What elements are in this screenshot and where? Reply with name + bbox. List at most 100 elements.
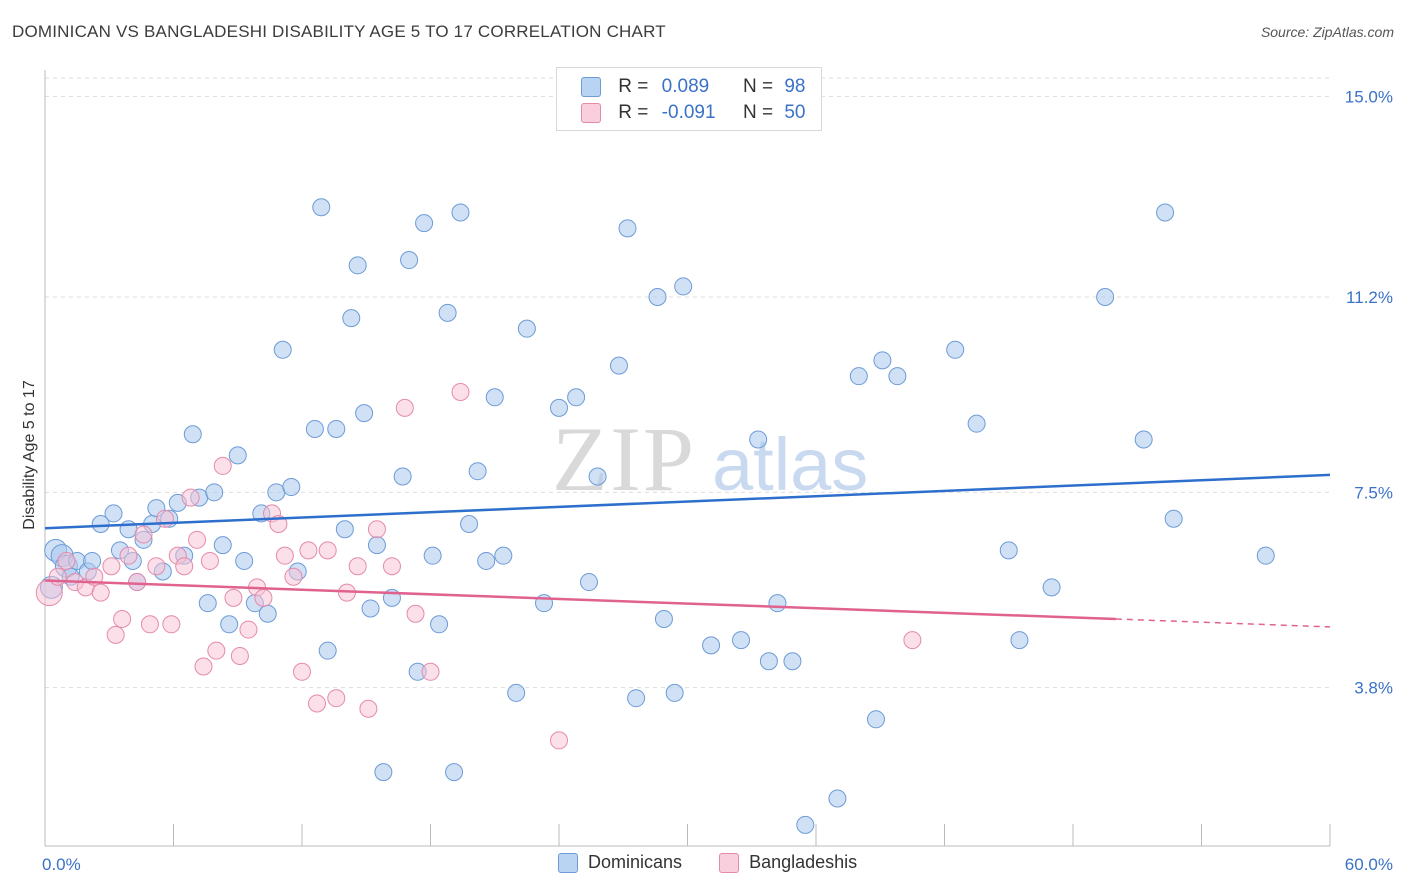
dominican-point-68 bbox=[609, 356, 628, 375]
dominican-point-87 bbox=[999, 541, 1018, 560]
dominican-point-44 bbox=[367, 536, 386, 555]
bangladeshi-point-23 bbox=[207, 641, 226, 660]
bangladeshi-point-48 bbox=[550, 731, 568, 750]
dominican-point-77 bbox=[749, 430, 768, 449]
dominican-point-83 bbox=[873, 351, 892, 370]
bangladeshi-point-16 bbox=[162, 615, 181, 634]
dominican-point-66 bbox=[579, 573, 598, 592]
bangladeshi-point-27 bbox=[239, 620, 258, 639]
bangladeshis-trend-line bbox=[44, 579, 1116, 621]
bangladeshi-point-12 bbox=[134, 525, 153, 544]
y-tick-label-2: 11.2% bbox=[1346, 288, 1393, 307]
tick-labels: 3.8% 7.5% 11.2% 15.0% 0.0% 60.0% bbox=[42, 87, 1393, 874]
bangladeshi-point-22 bbox=[200, 551, 219, 570]
dominicans-swatch bbox=[581, 76, 601, 97]
bangladeshi-point-37 bbox=[318, 541, 337, 560]
dominican-point-60 bbox=[494, 546, 513, 565]
dominican-point-37 bbox=[318, 641, 337, 660]
y-tick-label-1: 7.5% bbox=[1354, 483, 1393, 502]
legend-dominicans-label: Dominicans bbox=[588, 852, 683, 872]
bangladeshis-trend-extension bbox=[1115, 618, 1331, 628]
dominican-point-71 bbox=[648, 287, 667, 306]
dominican-point-24 bbox=[213, 536, 232, 555]
dominican-point-86 bbox=[967, 414, 986, 433]
bangladeshi-point-10 bbox=[119, 546, 138, 565]
dominicans-points bbox=[39, 198, 1275, 834]
dominicans-r-label: R = bbox=[618, 76, 649, 97]
dominican-point-85 bbox=[946, 340, 965, 359]
bangladeshi-point-8 bbox=[106, 625, 125, 644]
dominicans-n-value: 98 bbox=[784, 76, 806, 97]
dominican-point-75 bbox=[702, 636, 721, 655]
watermark-zip: ZIP bbox=[552, 408, 696, 510]
dominican-point-35 bbox=[305, 419, 324, 438]
dominican-point-72 bbox=[654, 610, 673, 629]
dominican-point-89 bbox=[1042, 578, 1061, 597]
bangladeshi-point-11 bbox=[128, 573, 147, 592]
legend-dominicans-swatch bbox=[558, 853, 578, 874]
dominican-point-39 bbox=[335, 520, 354, 539]
bangladeshi-point-38 bbox=[327, 689, 346, 708]
bangladeshi-point-19 bbox=[181, 488, 200, 507]
legend-bangladeshis-label: Bangladeshis bbox=[749, 852, 858, 872]
dominican-point-42 bbox=[355, 404, 374, 423]
bangladeshi-point-34 bbox=[293, 662, 311, 681]
bangladeshi-point-36 bbox=[307, 694, 326, 713]
bangladeshi-point-43 bbox=[382, 557, 401, 576]
dominican-point-48 bbox=[400, 251, 419, 270]
dominican-point-41 bbox=[348, 256, 367, 275]
dominican-point-82 bbox=[866, 710, 885, 729]
dominican-point-74 bbox=[674, 277, 693, 296]
bangladeshi-point-41 bbox=[359, 699, 378, 718]
dominican-point-32 bbox=[273, 340, 292, 359]
dominican-point-31 bbox=[267, 483, 286, 502]
dominican-point-47 bbox=[393, 467, 412, 486]
bangladeshi-point-20 bbox=[188, 530, 207, 549]
dominican-point-81 bbox=[849, 367, 868, 386]
dominican-point-58 bbox=[477, 551, 496, 570]
bangladeshi-point-44 bbox=[395, 398, 414, 417]
bangladeshi-point-29 bbox=[254, 588, 273, 607]
y-tick-label-0: 3.8% bbox=[1354, 679, 1393, 698]
dominican-point-55 bbox=[451, 203, 470, 222]
dominican-point-26 bbox=[228, 446, 247, 465]
dominican-point-57 bbox=[468, 462, 487, 481]
axes bbox=[44, 70, 1331, 847]
dominican-point-8 bbox=[104, 504, 123, 523]
dominican-point-78 bbox=[768, 594, 787, 613]
dominican-point-33 bbox=[282, 478, 301, 497]
bangladeshi-point-25 bbox=[224, 588, 243, 607]
bangladeshis-n-value: 50 bbox=[784, 102, 806, 123]
dominican-point-30 bbox=[258, 604, 277, 623]
dominican-point-52 bbox=[430, 615, 449, 634]
chart-title: DOMINICAN VS BANGLADESHI DISABILITY AGE … bbox=[12, 22, 666, 41]
dominican-point-96 bbox=[759, 652, 778, 671]
dominican-point-79 bbox=[783, 652, 802, 671]
bangladeshi-point-42 bbox=[367, 520, 386, 539]
dominican-point-64 bbox=[550, 398, 568, 417]
dominicans-r-value: 0.089 bbox=[661, 76, 710, 97]
dominican-point-73 bbox=[665, 683, 684, 702]
legend-row-bangladeshis: R = -0.091 N = 50 bbox=[581, 102, 805, 126]
dominican-point-62 bbox=[517, 319, 536, 338]
dominican-point-88 bbox=[1010, 631, 1029, 650]
x-tick-label-max: 60.0% bbox=[1345, 855, 1393, 874]
bangladeshi-point-32 bbox=[275, 546, 294, 565]
bangladeshi-point-24 bbox=[213, 456, 232, 475]
dominican-point-67 bbox=[588, 467, 607, 486]
watermark-atlas: atlas bbox=[712, 423, 868, 506]
dominican-point-69 bbox=[618, 219, 637, 238]
dominican-point-61 bbox=[507, 683, 526, 702]
source-credit: Source: ZipAtlas.com bbox=[1260, 24, 1394, 40]
bangladeshi-point-33 bbox=[284, 567, 303, 586]
trend-lines bbox=[44, 473, 1331, 628]
dominican-point-20 bbox=[183, 425, 202, 444]
dominican-point-22 bbox=[198, 594, 217, 613]
legend-item-dominicans: Dominicans bbox=[558, 852, 683, 874]
dominican-point-50 bbox=[415, 214, 434, 233]
dominican-point-91 bbox=[1134, 430, 1153, 449]
dominican-point-38 bbox=[327, 419, 346, 438]
bangladeshi-point-46 bbox=[421, 662, 440, 681]
series-legend: Dominicans Bangladeshis bbox=[558, 852, 889, 874]
